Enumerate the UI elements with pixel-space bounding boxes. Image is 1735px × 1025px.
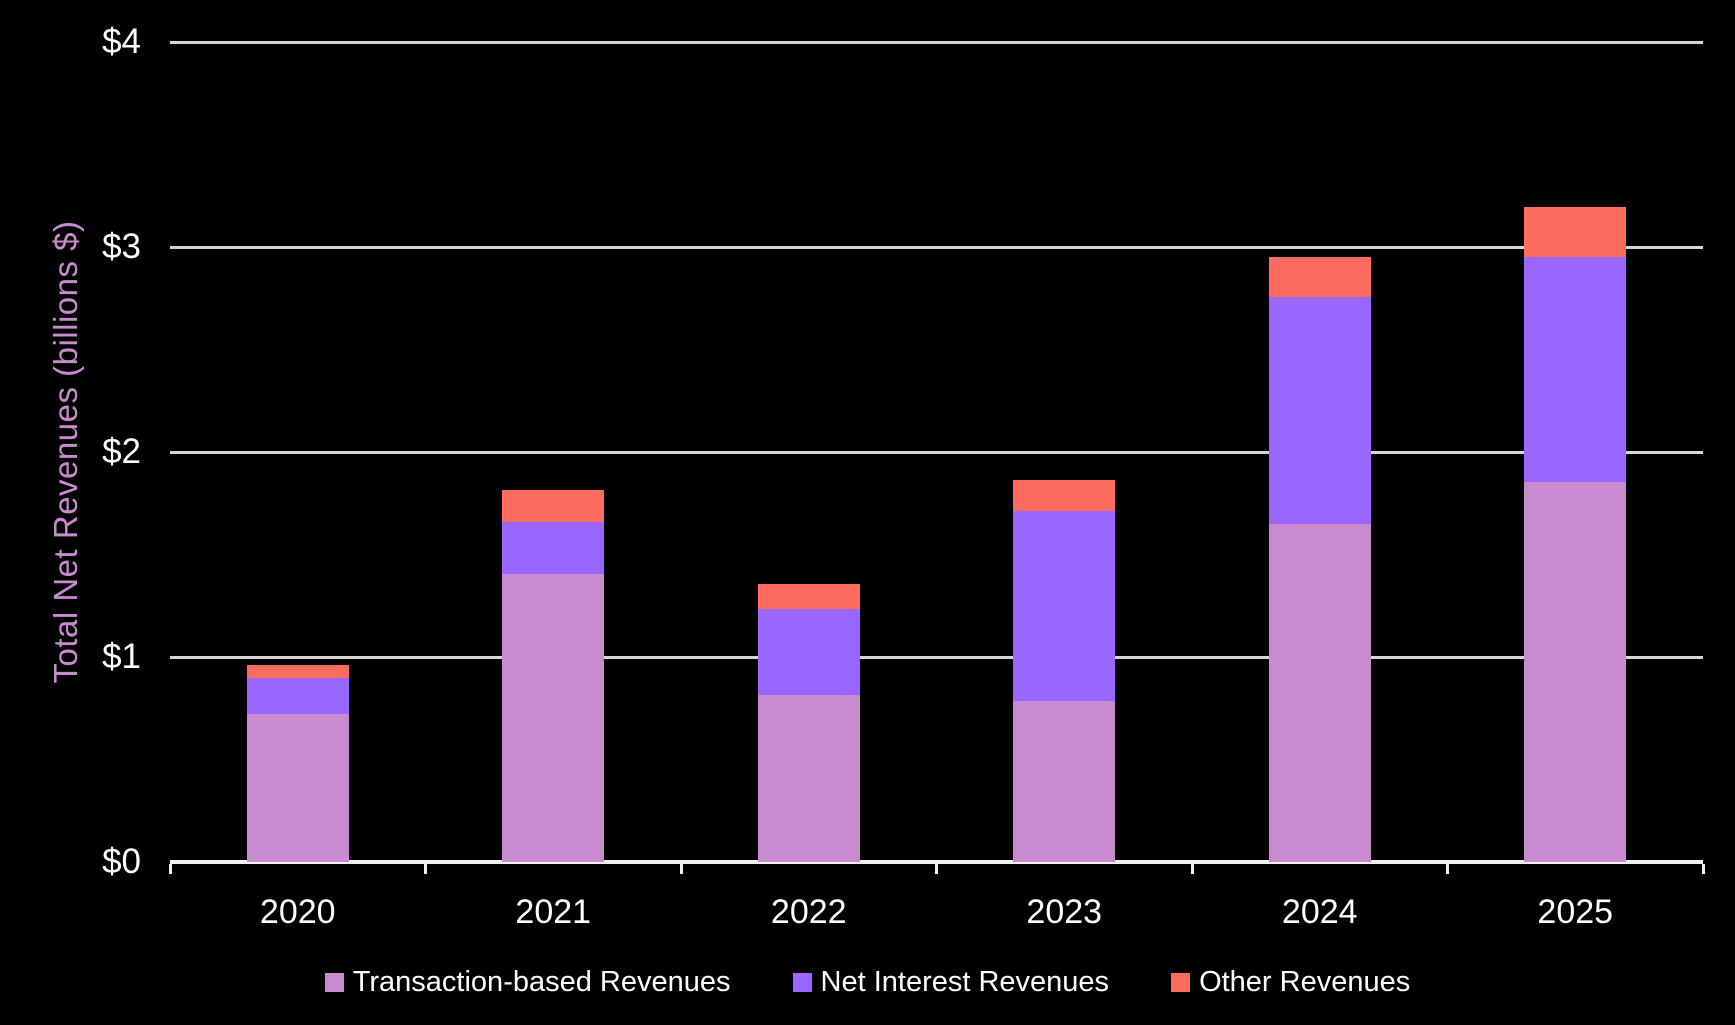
legend: Transaction-based Revenues Net Interest R… (0, 966, 1735, 999)
bar-2024-transaction-based-revenues (1268, 524, 1371, 862)
bar-2025-other-revenues (1524, 207, 1627, 257)
bar-2024-net-interest-revenues (1268, 297, 1371, 525)
bar-2020-net-interest-revenues (246, 678, 349, 715)
legend-label-net-interest-revenues: Net Interest Revenues (820, 966, 1110, 998)
y-tick-label-0: $0 (102, 842, 141, 881)
x-axis-tick (679, 864, 683, 874)
bar-2021-other-revenues (502, 489, 605, 522)
x-tick-label-2022: 2022 (770, 893, 847, 931)
x-tick-label-2021: 2021 (515, 893, 592, 931)
gridline-2 (170, 450, 1703, 454)
x-tick-label-2023: 2023 (1026, 893, 1103, 931)
x-axis-tick (935, 864, 938, 874)
legend-item-other-revenues: Other Revenues (1171, 966, 1410, 999)
bar-2022-transaction-based-revenues (757, 695, 860, 862)
legend-swatch-transaction-based-revenues (324, 973, 344, 992)
x-tick-label-2025: 2025 (1537, 893, 1614, 931)
gridline-1 (170, 655, 1703, 659)
legend-swatch-other-revenues (1171, 973, 1191, 992)
bar-2025-net-interest-revenues (1524, 256, 1627, 483)
y-tick-label-3: $3 (102, 227, 141, 266)
bar-2022-other-revenues (757, 583, 860, 609)
y-tick-label-1: $1 (102, 637, 141, 676)
x-tick-label-2020: 2020 (259, 893, 336, 931)
bar-2021-net-interest-revenues (502, 521, 605, 575)
x-axis-line (170, 860, 1703, 864)
x-axis-tick (1190, 864, 1194, 874)
x-axis-tick (424, 864, 427, 874)
legend-swatch-net-interest-revenues (792, 973, 812, 992)
legend-label-transaction-based-revenues: Transaction-based Revenues (352, 966, 731, 998)
legend-label-other-revenues: Other Revenues (1199, 966, 1411, 998)
bar-2024-other-revenues (1268, 257, 1371, 298)
gridline-3 (170, 245, 1703, 249)
legend-item-transaction-based-revenues: Transaction-based Revenues (324, 966, 731, 999)
bar-2020-transaction-based-revenues (246, 714, 349, 862)
bar-2022-net-interest-revenues (757, 608, 860, 696)
bar-2023-net-interest-revenues (1013, 510, 1116, 702)
gridline-4 (170, 40, 1703, 44)
legend-item-net-interest-revenues: Net Interest Revenues (792, 966, 1110, 999)
bar-2020-other-revenues (246, 665, 349, 679)
x-axis-tick (168, 864, 172, 874)
x-axis-tick (1701, 864, 1705, 874)
y-tick-label-4: $4 (102, 22, 141, 61)
bar-2023-transaction-based-revenues (1013, 701, 1116, 862)
bar-2025-transaction-based-revenues (1524, 482, 1627, 862)
bar-2023-other-revenues (1013, 479, 1116, 511)
x-tick-label-2024: 2024 (1281, 893, 1358, 931)
x-axis-tick (1446, 864, 1449, 874)
y-tick-label-2: $2 (102, 432, 141, 471)
plot-area (168, 40, 1705, 874)
bar-2021-transaction-based-revenues (502, 574, 605, 862)
